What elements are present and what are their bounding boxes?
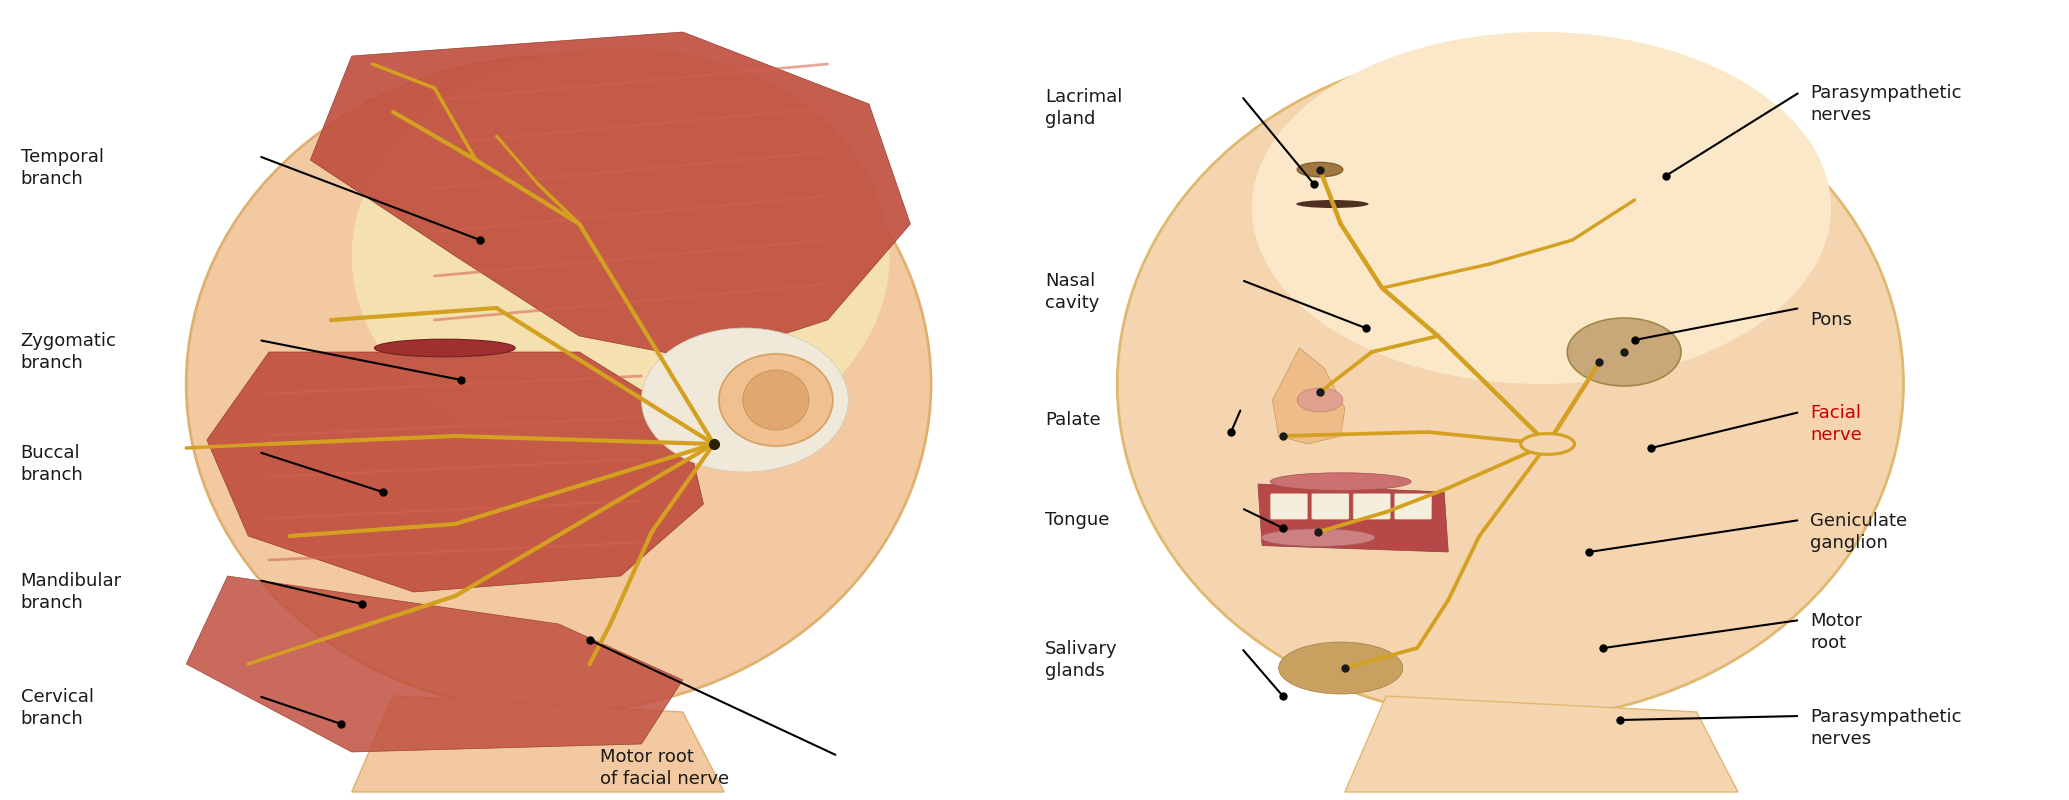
Text: Parasympathetic
nerves: Parasympathetic nerves [1810, 84, 1961, 124]
FancyBboxPatch shape [1395, 494, 1432, 519]
Ellipse shape [1295, 200, 1370, 208]
Ellipse shape [1297, 162, 1343, 177]
Ellipse shape [186, 56, 931, 712]
FancyBboxPatch shape [1312, 494, 1349, 519]
Ellipse shape [374, 339, 515, 357]
Text: Zygomatic
branch: Zygomatic branch [21, 332, 116, 372]
Text: Palate: Palate [1045, 411, 1101, 429]
Circle shape [1521, 434, 1575, 454]
Ellipse shape [1297, 388, 1343, 412]
Text: Pons: Pons [1810, 311, 1852, 329]
Polygon shape [1258, 484, 1448, 552]
FancyBboxPatch shape [1270, 494, 1308, 519]
Ellipse shape [1117, 48, 1903, 720]
Polygon shape [186, 576, 683, 752]
Ellipse shape [352, 48, 890, 464]
Text: Cervical
branch: Cervical branch [21, 688, 93, 728]
Text: Temporal
branch: Temporal branch [21, 148, 103, 188]
Ellipse shape [743, 370, 809, 430]
Ellipse shape [641, 328, 848, 472]
Text: Salivary
glands: Salivary glands [1045, 640, 1117, 680]
Text: Tongue: Tongue [1045, 511, 1109, 529]
Text: Lacrimal
gland: Lacrimal gland [1045, 88, 1121, 128]
Polygon shape [310, 32, 910, 360]
Ellipse shape [720, 354, 832, 446]
Polygon shape [1272, 348, 1345, 444]
Text: Motor
root: Motor root [1810, 612, 1862, 652]
FancyBboxPatch shape [1353, 494, 1390, 519]
Text: Motor root
of facial nerve: Motor root of facial nerve [600, 748, 728, 788]
Ellipse shape [1279, 642, 1403, 694]
Text: Buccal
branch: Buccal branch [21, 444, 83, 484]
Text: Geniculate
ganglion: Geniculate ganglion [1810, 512, 1908, 552]
Ellipse shape [1568, 318, 1680, 386]
Text: Parasympathetic
nerves: Parasympathetic nerves [1810, 708, 1961, 748]
Text: Facial
nerve: Facial nerve [1810, 404, 1862, 444]
Text: Nasal
cavity: Nasal cavity [1045, 272, 1099, 312]
Text: Mandibular
branch: Mandibular branch [21, 572, 122, 612]
Polygon shape [1345, 696, 1738, 792]
Ellipse shape [1260, 529, 1374, 546]
Polygon shape [207, 352, 703, 592]
Ellipse shape [1252, 32, 1831, 384]
Polygon shape [352, 696, 724, 792]
Ellipse shape [1270, 473, 1411, 490]
